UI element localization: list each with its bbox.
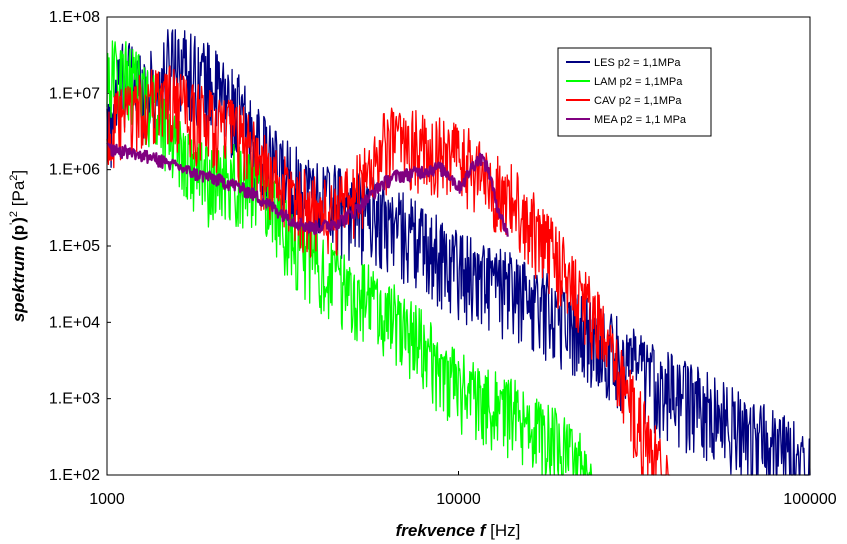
x-axis-title: frekvence f [Hz]: [396, 521, 521, 540]
y-tick-label: 1.E+06: [49, 162, 100, 179]
y-tick-label: 1.E+07: [49, 85, 100, 102]
series-line-mea: [106, 142, 509, 237]
series-line-lam: [106, 40, 593, 476]
y-axis-ticks: 1.E+02 1.E+03 1.E+04 1.E+05 1.E+06 1.E+07 1.E+…: [49, 9, 111, 484]
legend-label-cav: CAV p2 = 1,1MPa: [594, 95, 682, 107]
x-tick-label: 1000: [89, 491, 125, 508]
legend-label-mea: MEA p2 = 1,1 MPa: [594, 114, 687, 126]
y-tick-label: 1.E+03: [49, 391, 100, 408]
plot-area: [106, 16, 811, 476]
y-tick-label: 1.E+05: [49, 238, 100, 255]
legend-label-les: LES p2 = 1,1MPa: [594, 57, 681, 69]
y-tick-label: 1.E+02: [49, 467, 100, 484]
x-tick-label: 10000: [436, 491, 481, 508]
legend: LES p2 = 1,1MPa LAM p2 = 1,1MPa CAV p2 = 1…: [557, 47, 712, 137]
legend-label-lam: LAM p2 = 1,1MPa: [594, 76, 683, 88]
x-tick-label: 100000: [783, 491, 836, 508]
x-axis-ticks: 1000 10000 100000: [89, 471, 837, 508]
y-tick-label: 1.E+08: [49, 9, 100, 26]
y-tick-label: 1.E+04: [49, 314, 100, 331]
y-axis-title: spektrum (p')2 [Pa2]: [8, 170, 28, 322]
series-lines: [106, 29, 811, 476]
series-line-cav: [106, 65, 671, 476]
